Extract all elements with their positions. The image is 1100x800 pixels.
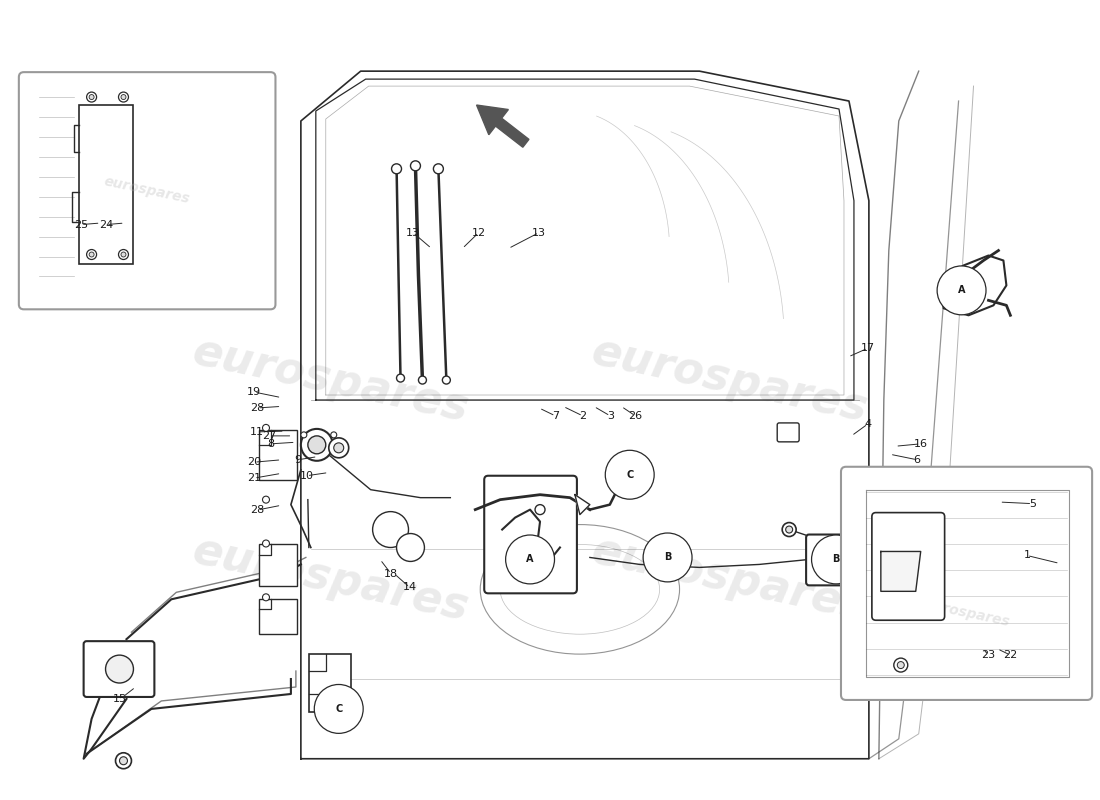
Circle shape xyxy=(782,522,796,537)
Circle shape xyxy=(785,526,793,533)
Text: 17: 17 xyxy=(861,343,875,353)
Bar xyxy=(309,654,351,712)
Bar xyxy=(258,430,297,480)
Text: A: A xyxy=(526,554,534,565)
Circle shape xyxy=(442,376,450,384)
Text: eurospares: eurospares xyxy=(189,529,473,630)
Text: 13: 13 xyxy=(532,227,546,238)
FancyBboxPatch shape xyxy=(84,641,154,697)
Text: 2: 2 xyxy=(580,411,586,421)
Circle shape xyxy=(121,252,126,257)
Circle shape xyxy=(263,425,270,431)
Circle shape xyxy=(331,432,337,438)
Circle shape xyxy=(301,432,307,438)
Circle shape xyxy=(396,374,405,382)
Text: 22: 22 xyxy=(1003,650,1018,660)
Circle shape xyxy=(329,438,349,458)
FancyArrow shape xyxy=(476,105,529,147)
FancyBboxPatch shape xyxy=(872,513,945,620)
Circle shape xyxy=(898,662,904,669)
Text: 8: 8 xyxy=(267,439,274,449)
Polygon shape xyxy=(881,551,921,591)
Text: 27: 27 xyxy=(262,431,276,441)
Text: 1: 1 xyxy=(1023,550,1031,561)
Text: 24: 24 xyxy=(99,220,113,230)
Text: 23: 23 xyxy=(981,650,996,660)
Text: 6: 6 xyxy=(914,454,921,465)
Text: 11: 11 xyxy=(251,427,264,437)
Circle shape xyxy=(535,505,544,514)
FancyBboxPatch shape xyxy=(778,423,799,442)
Text: B: B xyxy=(664,553,671,562)
Circle shape xyxy=(263,594,270,601)
Circle shape xyxy=(418,376,427,384)
Circle shape xyxy=(333,443,343,453)
Circle shape xyxy=(89,94,95,99)
Circle shape xyxy=(373,512,408,547)
FancyBboxPatch shape xyxy=(842,466,1092,700)
Circle shape xyxy=(301,429,333,461)
Text: eurospares: eurospares xyxy=(922,598,1011,630)
Text: 28: 28 xyxy=(250,505,264,515)
FancyBboxPatch shape xyxy=(19,72,275,310)
Text: 14: 14 xyxy=(403,582,417,592)
Circle shape xyxy=(87,250,97,259)
Circle shape xyxy=(410,161,420,170)
Circle shape xyxy=(396,534,425,562)
Text: 15: 15 xyxy=(113,694,128,704)
Circle shape xyxy=(87,92,97,102)
Text: 19: 19 xyxy=(248,387,261,397)
Text: 26: 26 xyxy=(628,411,642,421)
Circle shape xyxy=(121,94,126,99)
Text: eurospares: eurospares xyxy=(587,330,871,430)
FancyBboxPatch shape xyxy=(484,476,576,594)
Text: C: C xyxy=(336,704,342,714)
Text: 12: 12 xyxy=(472,227,486,238)
Circle shape xyxy=(263,540,270,547)
Text: eurospares: eurospares xyxy=(102,174,191,206)
Circle shape xyxy=(263,496,270,503)
Text: 13: 13 xyxy=(406,227,420,238)
Polygon shape xyxy=(575,494,590,514)
Circle shape xyxy=(308,436,326,454)
Text: 9: 9 xyxy=(295,454,301,465)
Text: 7: 7 xyxy=(552,411,559,421)
Text: 16: 16 xyxy=(913,439,927,449)
Circle shape xyxy=(119,92,129,102)
Text: eurospares: eurospares xyxy=(189,330,473,430)
Text: 25: 25 xyxy=(74,220,88,230)
Text: 4: 4 xyxy=(865,419,871,429)
Circle shape xyxy=(89,252,95,257)
Text: 5: 5 xyxy=(1028,498,1036,509)
Text: 18: 18 xyxy=(384,569,398,578)
Circle shape xyxy=(120,757,128,765)
Circle shape xyxy=(894,658,908,672)
Bar xyxy=(78,105,133,265)
Text: 10: 10 xyxy=(299,470,314,481)
Text: C: C xyxy=(626,470,634,480)
Text: 3: 3 xyxy=(607,411,614,421)
Text: 28: 28 xyxy=(250,403,264,413)
Text: 20: 20 xyxy=(248,457,261,467)
Bar xyxy=(258,545,297,586)
Circle shape xyxy=(119,250,129,259)
FancyBboxPatch shape xyxy=(806,534,867,586)
Text: 21: 21 xyxy=(248,473,261,483)
Text: B: B xyxy=(833,554,839,565)
Text: A: A xyxy=(958,286,966,295)
Circle shape xyxy=(106,655,133,683)
Circle shape xyxy=(116,753,132,769)
Bar xyxy=(258,599,297,634)
Circle shape xyxy=(433,164,443,174)
Circle shape xyxy=(392,164,402,174)
Text: eurospares: eurospares xyxy=(587,529,871,630)
